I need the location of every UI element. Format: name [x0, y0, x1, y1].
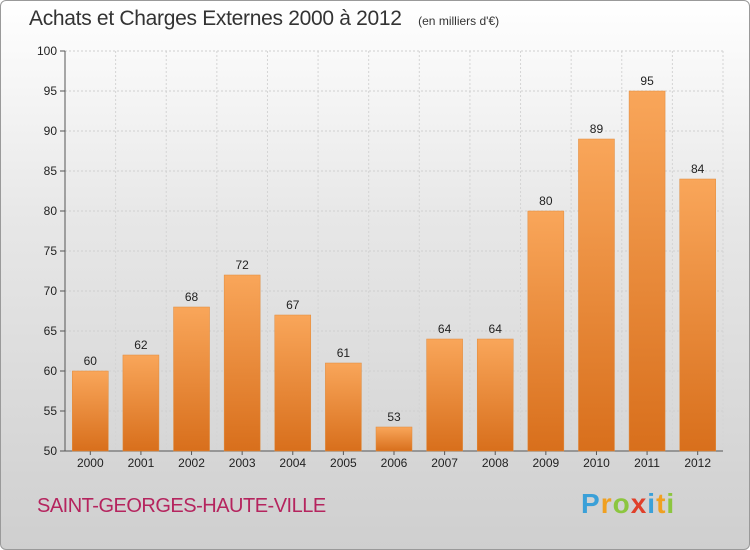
bar-2006 [375, 426, 413, 452]
data-label-2000: 60 [84, 354, 98, 368]
data-label-2006: 53 [387, 410, 401, 424]
x-tick-label-2007: 2007 [431, 456, 458, 470]
chart-unit: (en milliers d'€) [418, 14, 500, 28]
grid-layer [64, 50, 724, 452]
data-label-2010: 89 [590, 122, 604, 136]
y-tick-label: 70 [44, 284, 58, 298]
bar-2002 [173, 306, 210, 452]
logo-letter: x [630, 488, 648, 519]
bar-2008 [476, 338, 514, 452]
y-tick-label: 65 [44, 324, 58, 338]
x-tick-label-2005: 2005 [330, 456, 357, 470]
logo-letter: i [666, 488, 676, 519]
bar-2007 [426, 338, 463, 452]
data-label-2011: 95 [640, 74, 654, 88]
bar-2010 [578, 138, 615, 452]
x-tick-label-2000: 2000 [77, 456, 104, 470]
logo-letter: o [612, 488, 631, 519]
x-tick-label-2004: 2004 [279, 456, 306, 470]
bar-2000 [72, 370, 109, 452]
x-tick-label-2002: 2002 [178, 456, 205, 470]
x-tick-label-2001: 2001 [128, 456, 155, 470]
label-layer: 60 62 68 72 67 61 53 64 64 80 89 95 84 [84, 74, 705, 424]
chart-title: Achats et Charges Externes 2000 à 2012 [29, 7, 402, 30]
x-tick-label-2011: 2011 [634, 456, 660, 470]
data-label-2004: 67 [286, 298, 300, 312]
data-label-2002: 68 [185, 290, 199, 304]
y-tick-label: 80 [44, 204, 58, 218]
data-label-2001: 62 [134, 338, 148, 352]
data-label-2007: 64 [438, 322, 452, 336]
axis-layer: 50 55 60 65 70 75 80 85 90 95 100 2000 2001 2002 2003 2… [37, 44, 723, 470]
y-tick-label: 90 [44, 124, 58, 138]
title-row: Achats et Charges Externes 2000 à 2012 (… [29, 7, 499, 31]
y-tick-label: 60 [44, 364, 58, 378]
bar-2001 [122, 354, 160, 452]
data-label-2009: 80 [539, 194, 553, 208]
y-tick-label: 75 [44, 244, 58, 258]
logo-letter: P [581, 488, 601, 519]
x-tick-label-2010: 2010 [583, 456, 610, 470]
bar-2004 [274, 314, 312, 452]
y-tick-label: 55 [44, 404, 58, 418]
bar-layer [72, 90, 716, 452]
logo-letter: t [656, 488, 667, 519]
logo-letter: i [647, 488, 657, 519]
data-label-2003: 72 [235, 258, 249, 272]
x-tick-label-2003: 2003 [229, 456, 256, 470]
y-tick-label: 85 [44, 164, 58, 178]
commune-name: SAINT-GEORGES-HAUTE-VILLE [37, 495, 326, 517]
bar-2009 [527, 210, 565, 452]
y-tick-label: 100 [37, 44, 57, 58]
x-tick-label-2012: 2012 [684, 456, 711, 470]
proxiti-logo: Proxiti [581, 488, 675, 520]
data-label-2005: 61 [337, 346, 351, 360]
x-tick-label-2008: 2008 [482, 456, 509, 470]
data-label-2012: 84 [691, 162, 705, 176]
bar-2005 [325, 362, 362, 452]
x-tick-label-2009: 2009 [532, 456, 559, 470]
y-tick-label: 95 [44, 84, 58, 98]
bar-2003 [223, 274, 261, 452]
logo-letter: r [600, 488, 613, 519]
data-label-2008: 64 [489, 322, 503, 336]
bar-2011 [628, 90, 666, 452]
x-tick-label-2006: 2006 [381, 456, 408, 470]
y-tick-label: 50 [44, 444, 58, 458]
bar-2012 [679, 178, 716, 452]
